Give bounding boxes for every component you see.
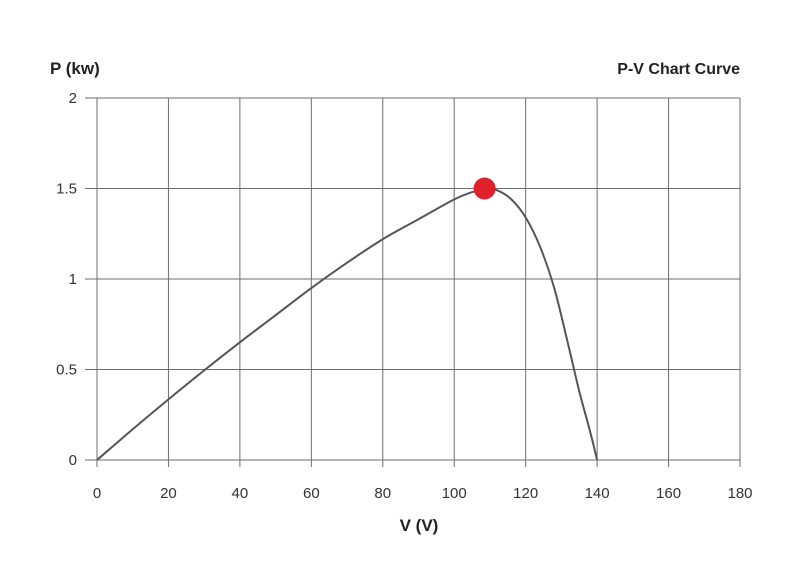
x-tick-label: 0 [93,485,101,502]
x-axis-title: V (V) [400,516,439,535]
y-tick-label: 0.5 [56,362,77,379]
x-tick-label: 140 [585,485,610,502]
x-tick-label: 80 [374,485,391,502]
x-tick-label: 20 [160,485,177,502]
series-layer [96,187,599,461]
marker-layer [473,177,496,200]
pv-curve-line [96,187,599,461]
x-tick-label: 100 [442,485,467,502]
x-tick-label: 160 [656,485,681,502]
y-axis-ticks: 0 0.5 1 1.5 2 [56,90,97,469]
x-tick-label: 40 [232,485,249,502]
grid [96,97,741,461]
y-tick-label: 2 [69,90,77,107]
x-tick-label: 60 [303,485,320,502]
y-tick-label: 0 [69,452,77,469]
x-tick-label: 180 [727,485,752,502]
y-tick-label: 1.5 [56,181,77,198]
x-axis-ticks: 0 20 40 60 80 100 120 140 160 180 [93,460,753,502]
chart-title: P-V Chart Curve [617,61,740,78]
x-tick-label: 120 [513,485,538,502]
max-power-point-marker [473,177,496,200]
y-tick-label: 1 [69,271,77,288]
y-axis-title: P (kw) [50,59,100,78]
